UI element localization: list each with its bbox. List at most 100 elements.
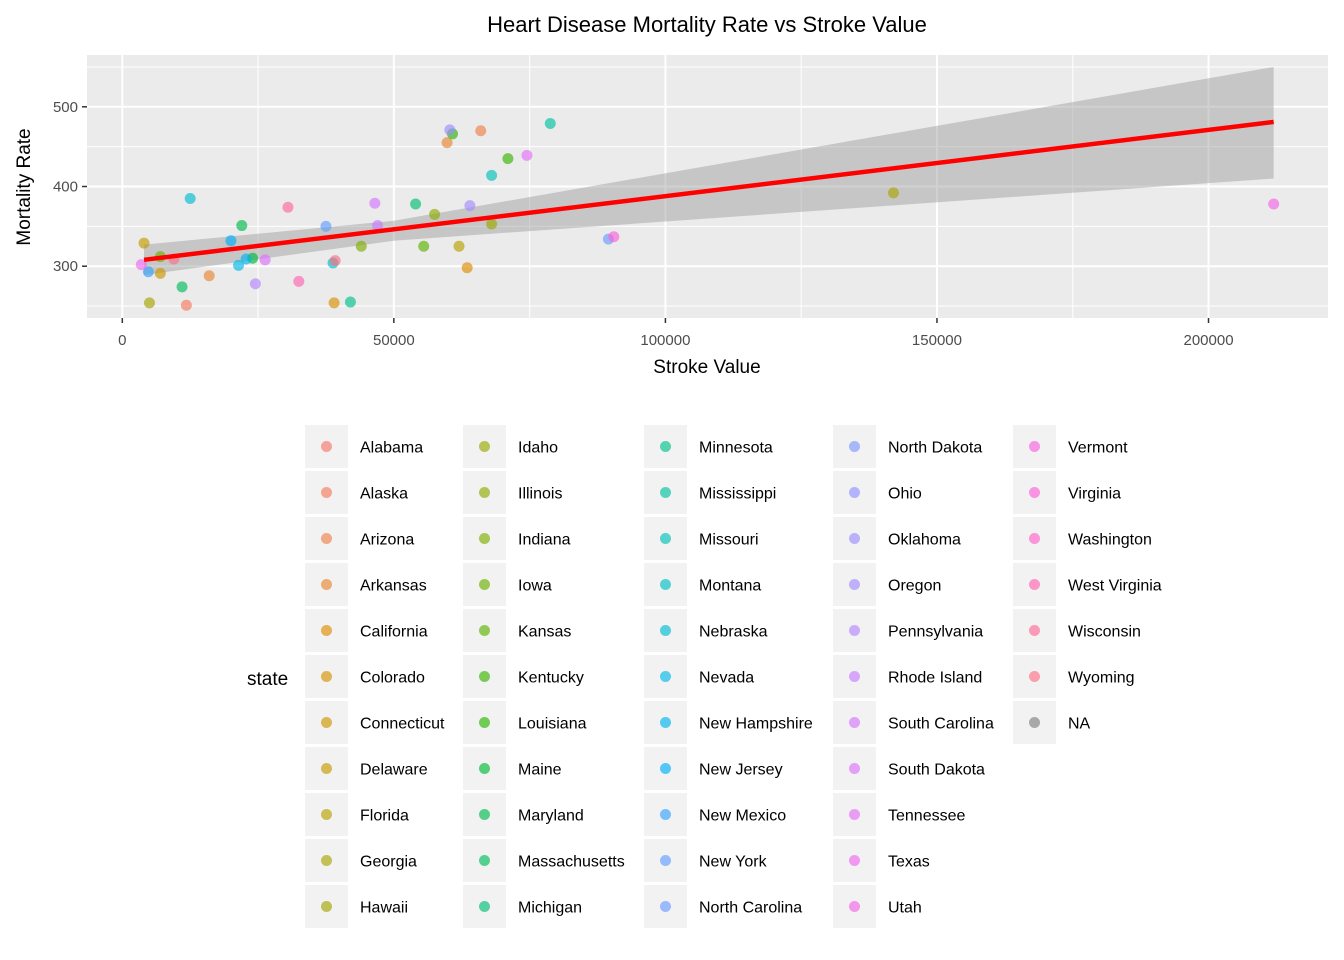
legend-label: Arizona: [360, 532, 414, 549]
legend-label: NA: [1068, 716, 1091, 733]
legend-swatch: [479, 855, 490, 866]
data-point: [344, 296, 356, 308]
legend-swatch: [479, 763, 490, 774]
data-point: [486, 218, 498, 230]
data-point: [135, 259, 147, 271]
legend-swatch: [1029, 625, 1040, 636]
legend-label: Iowa: [518, 578, 552, 595]
data-point: [180, 299, 192, 311]
y-axis-ticks: 300 400 500: [53, 99, 87, 275]
x-tick-label: 200000: [1183, 332, 1233, 349]
legend-label: Idaho: [518, 440, 558, 457]
legend-swatch: [1029, 441, 1040, 452]
data-point: [461, 262, 473, 274]
data-point: [320, 220, 332, 232]
grid-major: [87, 55, 1328, 318]
legend-swatch: [660, 487, 671, 498]
legend-label: Georgia: [360, 854, 417, 871]
trend-line: [143, 119, 1274, 263]
x-axis-label: Stroke Value: [653, 357, 760, 378]
legend-swatch: [849, 809, 860, 820]
legend-label: Ohio: [888, 486, 922, 503]
legend-swatch: [479, 487, 490, 498]
confidence-band: [144, 66, 1274, 275]
data-point: [1268, 198, 1280, 210]
x-axis-ticks: 0 50000 100000 150000 200000: [118, 318, 1234, 349]
legend-label: South Carolina: [888, 716, 994, 733]
legend-swatch: [321, 533, 332, 544]
data-point: [138, 237, 150, 249]
legend-label: Wyoming: [1068, 670, 1135, 687]
data-point: [293, 275, 305, 287]
legend-label: Washington: [1068, 532, 1152, 549]
legend-label: Indiana: [518, 532, 571, 549]
data-point: [441, 137, 453, 149]
data-point: [464, 200, 476, 212]
legend-swatch: [849, 533, 860, 544]
legend-label: Vermont: [1068, 440, 1128, 457]
y-tick-label: 300: [53, 258, 78, 275]
legend-title: state: [247, 669, 288, 690]
x-tick-label: 0: [118, 332, 126, 349]
legend-label: Tennessee: [888, 808, 965, 825]
data-point: [418, 240, 430, 252]
x-tick-label: 50000: [373, 332, 415, 349]
legend-swatch: [321, 441, 332, 452]
data-point: [143, 297, 155, 309]
legend-label: Maine: [518, 762, 562, 779]
legend-swatch: [849, 487, 860, 498]
legend-label: Texas: [888, 854, 930, 871]
y-tick-label: 500: [53, 99, 78, 116]
legend-label: Nebraska: [699, 624, 768, 641]
data-points: [135, 118, 1280, 311]
data-point: [355, 240, 367, 252]
legend-swatch: [660, 625, 671, 636]
data-point: [225, 235, 237, 247]
data-point: [184, 192, 196, 204]
legend-swatch: [1029, 487, 1040, 498]
legend-swatch: [479, 717, 490, 728]
legend-label: Kentucky: [518, 670, 584, 687]
legend-label: New York: [699, 854, 768, 871]
x-tick-label: 100000: [640, 332, 690, 349]
data-point: [203, 270, 215, 282]
legend-swatch: [660, 809, 671, 820]
data-point: [444, 124, 456, 136]
data-point: [502, 153, 514, 165]
legend-swatch: [479, 901, 490, 912]
legend-swatch: [660, 579, 671, 590]
legend-swatch: [660, 671, 671, 682]
legend-label: Michigan: [518, 900, 582, 917]
data-point: [249, 278, 261, 290]
legend-swatch: [849, 763, 860, 774]
legend-label: Minnesota: [699, 440, 773, 457]
data-point: [233, 259, 245, 271]
legend-swatch: [660, 533, 671, 544]
data-point: [142, 266, 154, 278]
legend-swatch: [479, 625, 490, 636]
legend-swatch: [321, 809, 332, 820]
legend-label: Pennsylvania: [888, 624, 983, 641]
data-point: [486, 169, 498, 181]
legend-label: Oregon: [888, 578, 941, 595]
data-point: [410, 198, 422, 210]
legend-label: Hawaii: [360, 900, 408, 917]
legend-swatch: [1029, 579, 1040, 590]
data-point: [521, 149, 533, 161]
legend-swatch: [660, 717, 671, 728]
data-point: [429, 208, 441, 220]
legend-label: Louisiana: [518, 716, 587, 733]
legend-swatch: [849, 901, 860, 912]
legend-swatch: [660, 441, 671, 452]
legend-swatch: [849, 441, 860, 452]
legend-swatch: [849, 717, 860, 728]
legend-swatch: [321, 901, 332, 912]
legend-swatch: [321, 855, 332, 866]
legend-label: Delaware: [360, 762, 428, 779]
legend-label: Wisconsin: [1068, 624, 1141, 641]
legend-swatch: [1029, 533, 1040, 544]
legend-label: Maryland: [518, 808, 584, 825]
legend-label: Utah: [888, 900, 922, 917]
y-axis-label: Mortality Rate: [14, 128, 35, 245]
